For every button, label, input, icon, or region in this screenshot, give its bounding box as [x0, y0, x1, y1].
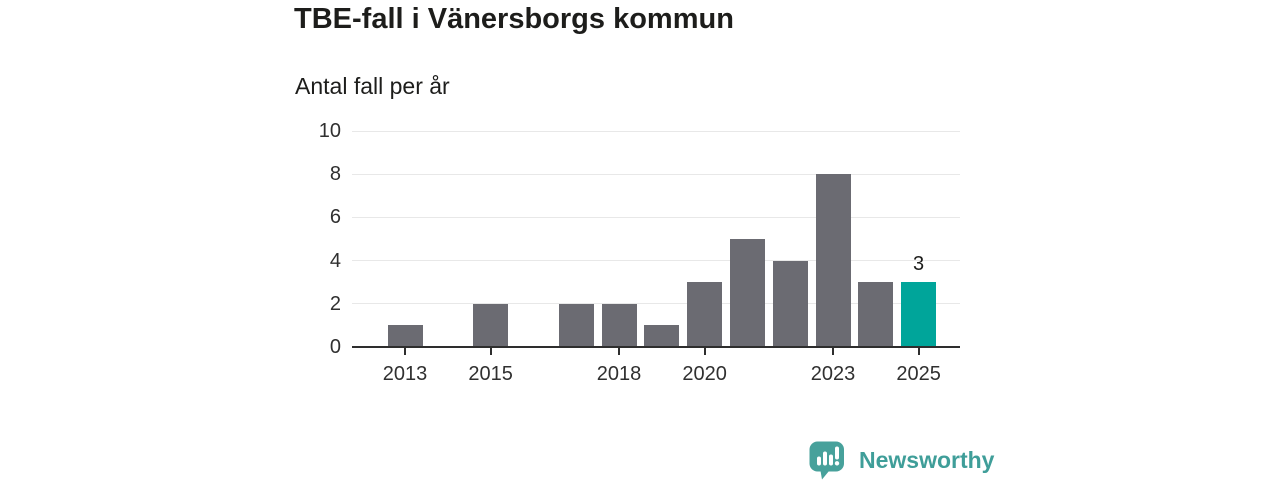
bar-2017: [558, 303, 594, 347]
newsworthy-bar-chart-speech-bubble-icon: [809, 441, 844, 480]
gridline-4: [352, 260, 960, 262]
bar-2023: [815, 174, 851, 347]
y-axis-label-0: 0: [329, 336, 341, 358]
x-tick-2023: [832, 348, 834, 355]
plot-area: 0 2 4 6 8 10 2013 2015 2018 2020 2023 2025 3: [319, 120, 960, 385]
y-axis-label-2: 2: [329, 292, 341, 315]
gridline-8: [352, 173, 960, 175]
y-axis-label-10: 10: [318, 120, 341, 142]
bar-value-label-2025: 3: [913, 253, 925, 276]
bar-2025: [901, 282, 937, 347]
x-tick-2013: [404, 348, 406, 355]
y-axis-label-4: 4: [329, 249, 341, 272]
x-axis-label-2015: 2015: [468, 363, 513, 385]
gridline-2: [352, 303, 960, 305]
gridline-10: [352, 130, 960, 132]
x-axis-label-2020: 2020: [682, 363, 727, 385]
newsworthy-wordmark: Newsworthy: [859, 447, 995, 473]
bar-2022: [772, 260, 808, 347]
chart-subtitle: Antal fall per år: [295, 73, 450, 99]
x-axis-label-2025: 2025: [896, 363, 941, 385]
x-tick-2025: [917, 348, 920, 355]
x-tick-2020: [703, 348, 706, 355]
x-axis-label-2013: 2013: [382, 363, 428, 385]
x-axis-label-2023: 2023: [810, 363, 856, 385]
bar-2018: [601, 303, 637, 347]
bar-2024: [858, 282, 894, 347]
y-axis-label-6: 6: [329, 206, 341, 229]
bar-2015: [473, 303, 509, 347]
chart-title: TBE-fall i Vänersborgs kommun: [294, 3, 734, 35]
x-axis-label-2018: 2018: [596, 363, 642, 385]
x-tick-2018: [618, 348, 620, 355]
gridline-6: [352, 216, 960, 218]
x-axis-line: [352, 346, 960, 348]
bar-2013: [387, 325, 423, 347]
bar-2020: [687, 282, 723, 347]
newsworthy-logo: Newsworthy: [808, 440, 994, 480]
bar-2019: [644, 325, 680, 347]
y-axis-label-8: 8: [329, 163, 341, 186]
bar-2021: [729, 239, 765, 347]
x-tick-2015: [489, 348, 492, 355]
